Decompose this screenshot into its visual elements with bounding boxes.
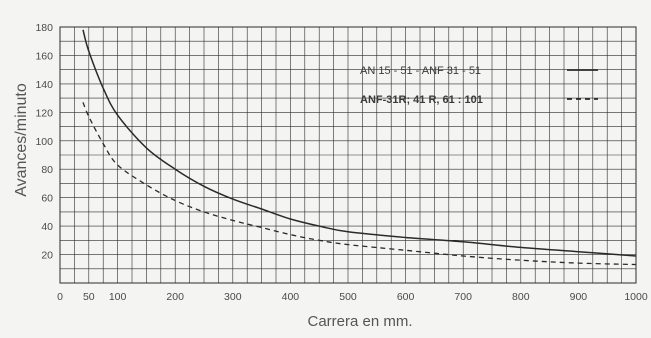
y-tick-label: 100 — [35, 136, 53, 148]
x-tick-label: 50 — [83, 291, 95, 303]
x-tick-label: 600 — [397, 291, 415, 303]
y-tick-label: 80 — [41, 164, 53, 176]
y-axis-title: Avances/minuto — [13, 83, 30, 197]
legend-label-dashed: ANF-31R; 41 R, 61 : 101 — [360, 94, 483, 106]
x-tick-label: 800 — [512, 291, 530, 303]
x-tick-label: 0 — [57, 291, 63, 303]
y-tick-label: 20 — [41, 250, 53, 262]
x-tick-label: 500 — [339, 291, 357, 303]
x-tick-label: 300 — [224, 291, 242, 303]
series-line-dashed — [82, 102, 637, 266]
tick-labels: 0 50 100 200 300 400 500 600 700 800 900 1000 20 40 60… — [35, 22, 647, 303]
x-tick-label: 100 — [109, 291, 127, 303]
x-tick-label: 1000 — [624, 291, 648, 303]
y-tick-label: 60 — [41, 193, 53, 205]
y-tick-label: 120 — [35, 107, 53, 119]
y-tick-label: 40 — [41, 221, 53, 233]
series-line-solid — [82, 29, 637, 257]
x-tick-label: 700 — [454, 291, 472, 303]
grid — [59, 26, 637, 284]
legend-label-solid: AN 15 - 51 - ANF 31 - 51 — [360, 65, 481, 77]
y-tick-label: 180 — [35, 22, 53, 34]
x-tick-label: 200 — [166, 291, 184, 303]
plot-frame — [59, 26, 637, 284]
y-tick-label: 160 — [35, 50, 53, 62]
x-axis-title: Carrera en mm. — [307, 313, 412, 330]
x-tick-label: 900 — [570, 291, 588, 303]
y-tick-label: 140 — [35, 79, 53, 91]
legend: AN 15 - 51 - ANF 31 - 51 ANF-31R; 41 R, … — [360, 65, 598, 106]
x-tick-label: 400 — [282, 291, 300, 303]
plot-area — [82, 29, 637, 266]
